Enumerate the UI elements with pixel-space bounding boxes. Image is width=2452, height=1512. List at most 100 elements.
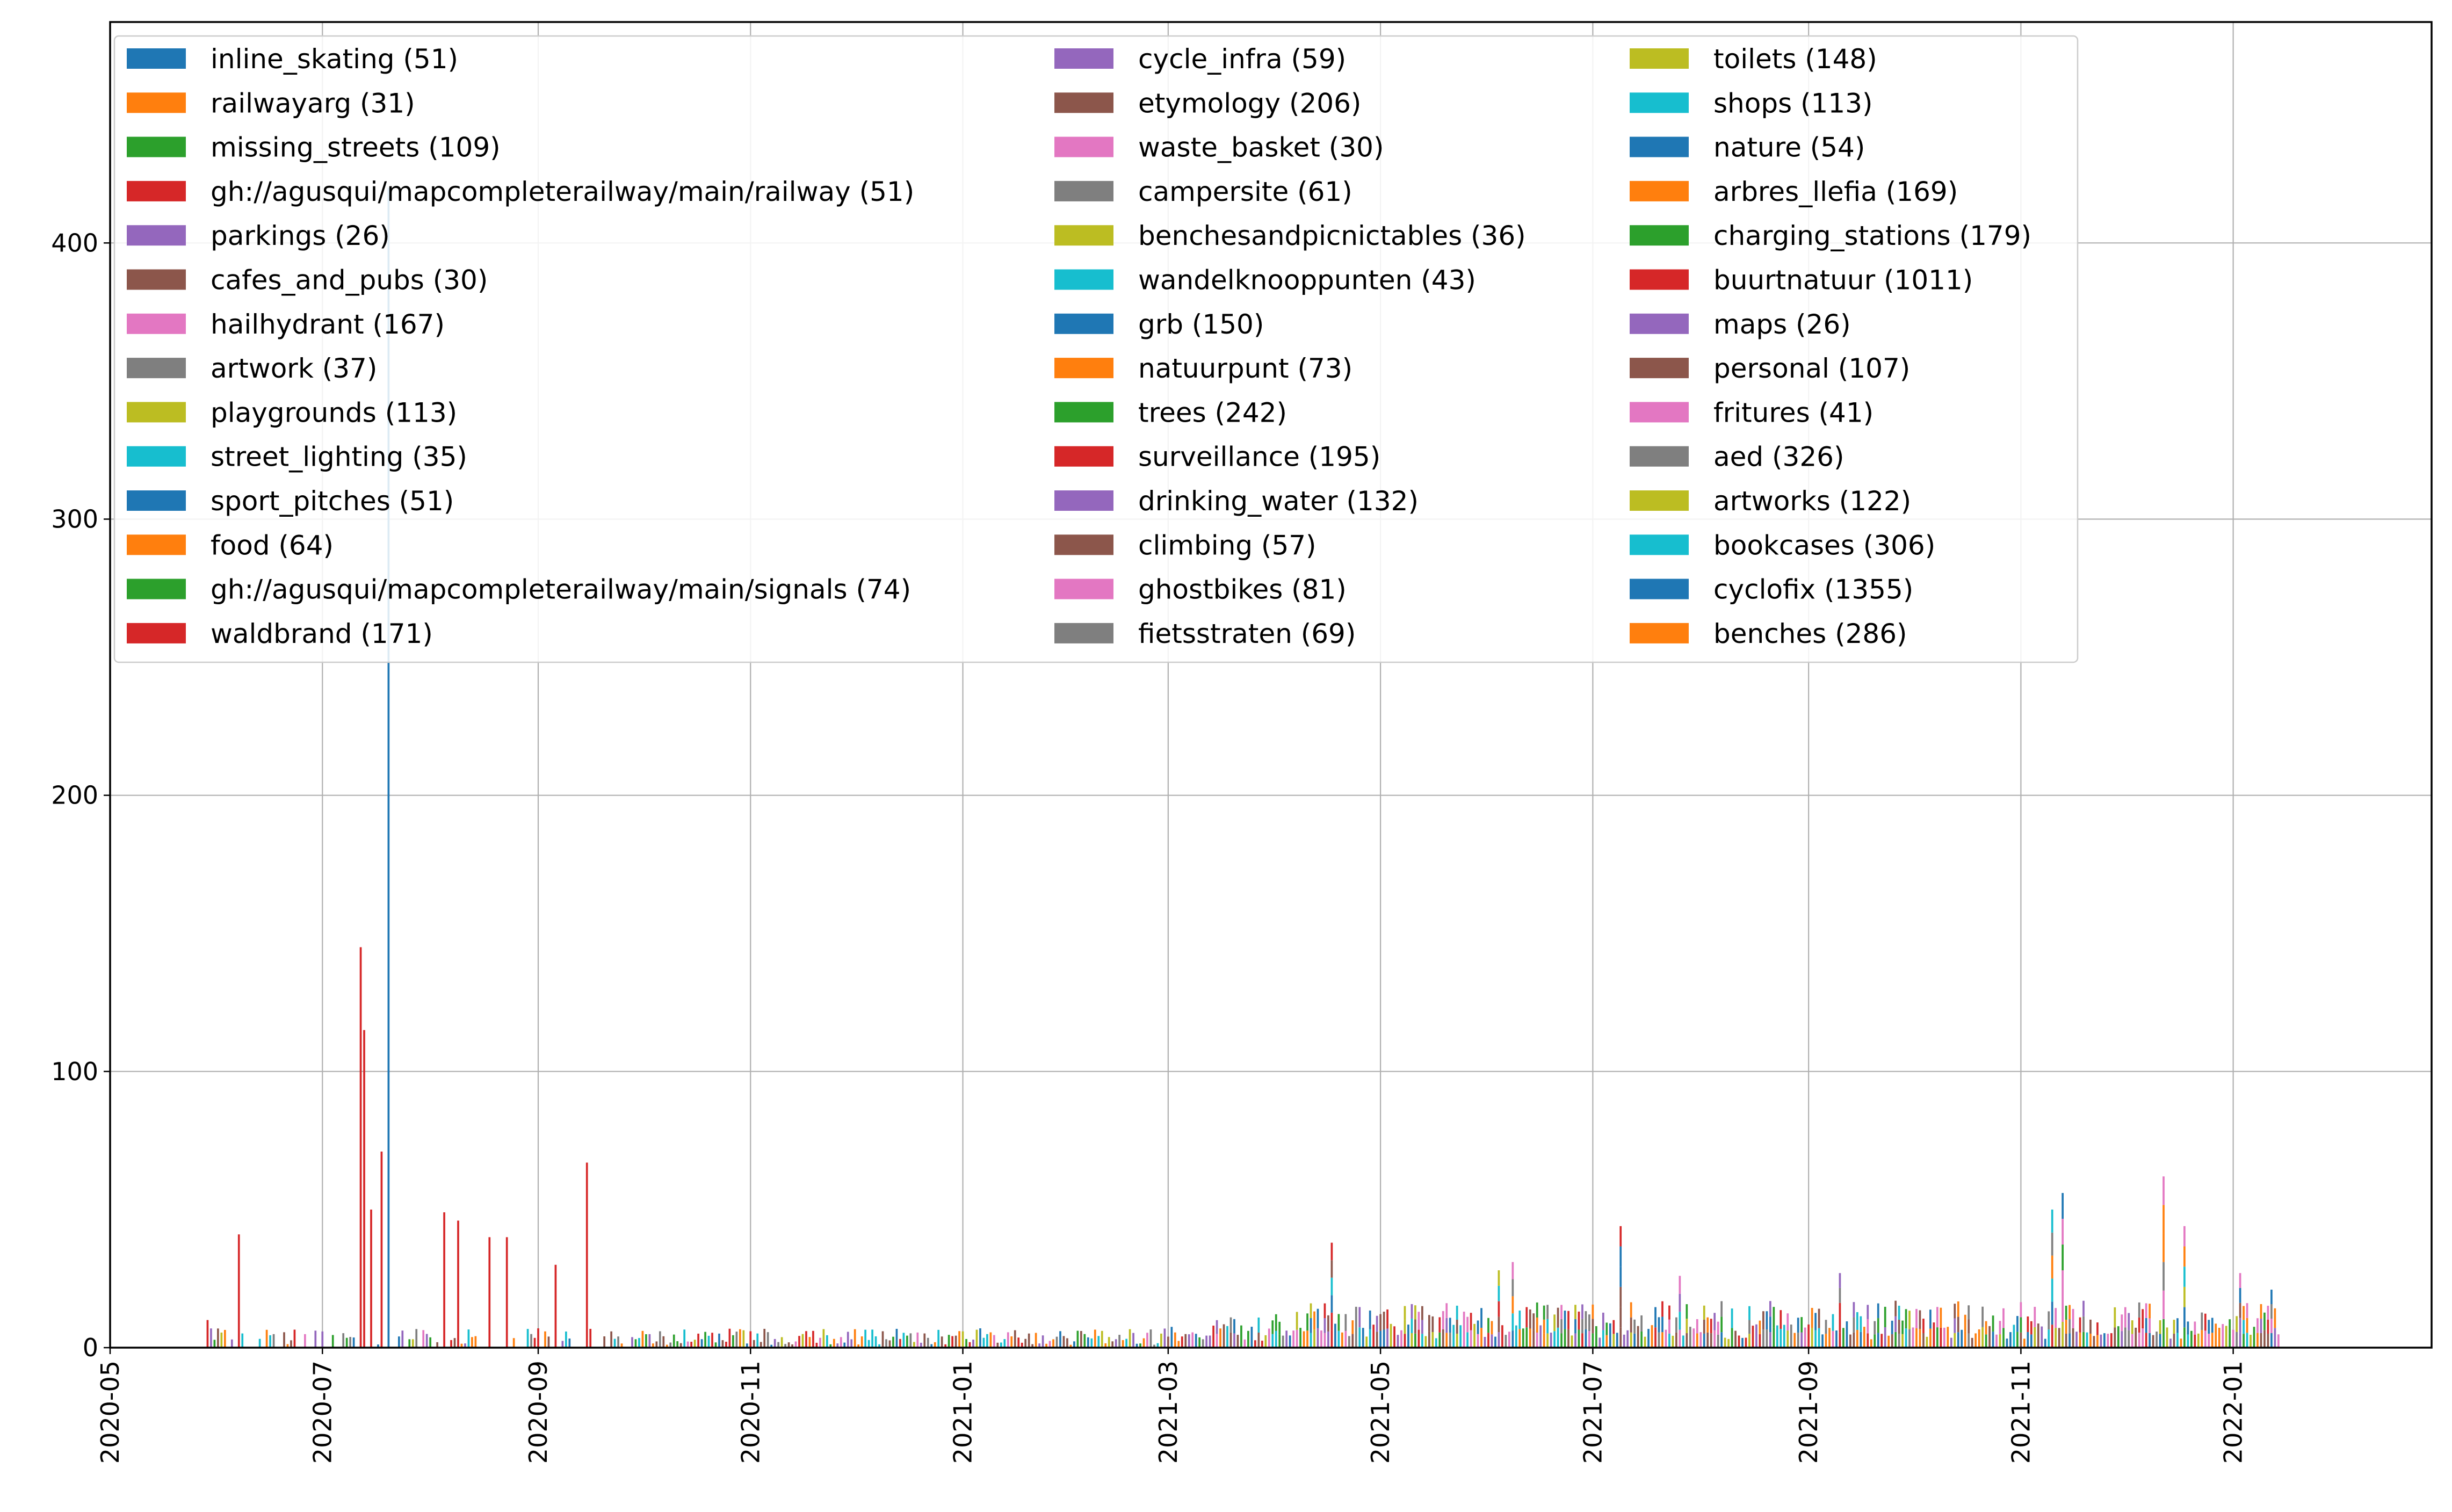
bars <box>206 187 2280 1348</box>
bar-segment <box>471 1337 473 1348</box>
bar-segment <box>1031 1344 1033 1348</box>
bar-segment <box>934 1342 936 1348</box>
bar-segment <box>1327 1315 1329 1332</box>
bar-segment <box>293 1329 296 1348</box>
bar-segment <box>1508 1332 1510 1348</box>
bar-segment <box>2068 1319 2071 1334</box>
bar-segment <box>488 1237 491 1348</box>
bar-segment <box>1428 1331 1430 1348</box>
bar-segment <box>1330 1295 1333 1313</box>
bar-segment <box>1442 1311 1444 1329</box>
bar-segment <box>1894 1332 1897 1348</box>
bar-segment <box>784 1344 786 1348</box>
bar-segment <box>217 1328 219 1348</box>
bar-segment <box>1445 1318 1448 1333</box>
bar-segment <box>474 1336 477 1348</box>
bar-segment <box>1686 1333 1688 1348</box>
bar-segment <box>2229 1333 2231 1348</box>
bar-segment <box>951 1336 953 1348</box>
bar-segment <box>1076 1330 1079 1348</box>
bar-segment <box>1518 1310 1521 1329</box>
bar-segment <box>1459 1325 1462 1348</box>
bar-segment <box>1602 1312 1604 1330</box>
bar-segment <box>1268 1328 1270 1348</box>
bar-segment <box>2183 1307 2186 1328</box>
legend: inline_skating (51) railwayarg (31) missin… <box>113 35 2079 663</box>
bar-segment <box>634 1339 637 1348</box>
bar-segment <box>1463 1312 1465 1330</box>
bar-segment <box>892 1336 894 1348</box>
legend-label: buurtnatuur (1011) <box>1713 265 1973 296</box>
bar-segment <box>2243 1334 2245 1348</box>
bar-segment <box>2086 1332 2088 1348</box>
legend-label: nature (54) <box>1713 132 1865 163</box>
bar-segment <box>1414 1319 1416 1334</box>
bar-segment <box>1630 1332 1632 1348</box>
bar-segment <box>2121 1331 2123 1348</box>
bar-segment <box>2027 1332 2029 1348</box>
bar-segment <box>1212 1326 1214 1348</box>
bar-segment <box>2055 1328 2057 1348</box>
legend-swatch <box>1054 313 1113 334</box>
legend-swatch <box>1630 180 1689 201</box>
bar-segment <box>2096 1335 2099 1348</box>
bar-segment <box>2023 1339 2026 1348</box>
bar-segment <box>2124 1327 2126 1348</box>
legend-label: shops (113) <box>1713 88 1872 119</box>
bar-segment <box>1118 1335 1120 1348</box>
bar-segment <box>1717 1334 1719 1348</box>
bar-segment <box>2128 1313 2130 1330</box>
bar-segment <box>1710 1319 1712 1334</box>
legend-swatch <box>1054 358 1113 379</box>
bar-segment <box>753 1340 755 1348</box>
bar-segment <box>1605 1335 1608 1348</box>
x-tick-label: 2021-11 <box>2006 1361 2035 1464</box>
bar-segment <box>1981 1306 1984 1327</box>
bar-segment <box>1867 1305 1869 1319</box>
bar-segment <box>1731 1328 1733 1348</box>
bar-segment <box>1386 1328 1388 1348</box>
bar-segment <box>1536 1332 1538 1348</box>
bar-segment <box>1675 1332 1677 1348</box>
x-axis: 2020-05 2020-07 2020-09 2020-11 2021-01 2021-… <box>96 1348 2248 1464</box>
bar-segment <box>1442 1329 1444 1348</box>
bar-segment <box>1278 1321 1281 1335</box>
bar-segment <box>1428 1315 1430 1332</box>
bar-segment <box>2121 1314 2123 1332</box>
bar-segment <box>1853 1317 1855 1333</box>
bar-segment <box>1741 1337 1744 1348</box>
bar-segment <box>645 1334 647 1348</box>
legend-swatch <box>1054 534 1113 555</box>
bar-segment <box>342 1333 344 1348</box>
bar-segment <box>1529 1309 1531 1329</box>
bar-segment <box>2065 1305 2067 1320</box>
bar-segment <box>1024 1339 1027 1348</box>
legend-swatch <box>127 180 186 201</box>
bar-segment <box>2145 1318 2147 1333</box>
bar-segment <box>1094 1329 1096 1348</box>
bar-segment <box>1233 1333 1235 1348</box>
bar-segment <box>760 1342 762 1348</box>
bar-segment <box>2243 1320 2245 1334</box>
bar-segment <box>2110 1333 2113 1348</box>
legend-swatch <box>1054 402 1113 423</box>
bar-segment <box>547 1336 550 1348</box>
bar-segment <box>1174 1332 1176 1348</box>
bar-segment <box>1414 1305 1416 1320</box>
bar-segment <box>1738 1335 1740 1348</box>
legend-label: toilets (148) <box>1713 44 1877 75</box>
bar-segment <box>961 1331 964 1348</box>
bar-segment <box>1202 1339 1204 1348</box>
bar-segment <box>1832 1330 1834 1348</box>
bar-segment <box>1111 1341 1114 1348</box>
bar-segment <box>2256 1333 2259 1348</box>
bar-segment <box>1633 1333 1636 1348</box>
legend-swatch <box>127 48 186 69</box>
bar-segment <box>1125 1339 1127 1348</box>
bar-segment <box>679 1343 682 1348</box>
bar-segment <box>1334 1323 1336 1348</box>
bar-segment <box>728 1328 731 1348</box>
bar-segment <box>1940 1327 1942 1348</box>
bar-segment <box>2260 1304 2262 1319</box>
bar-segment <box>652 1343 654 1348</box>
